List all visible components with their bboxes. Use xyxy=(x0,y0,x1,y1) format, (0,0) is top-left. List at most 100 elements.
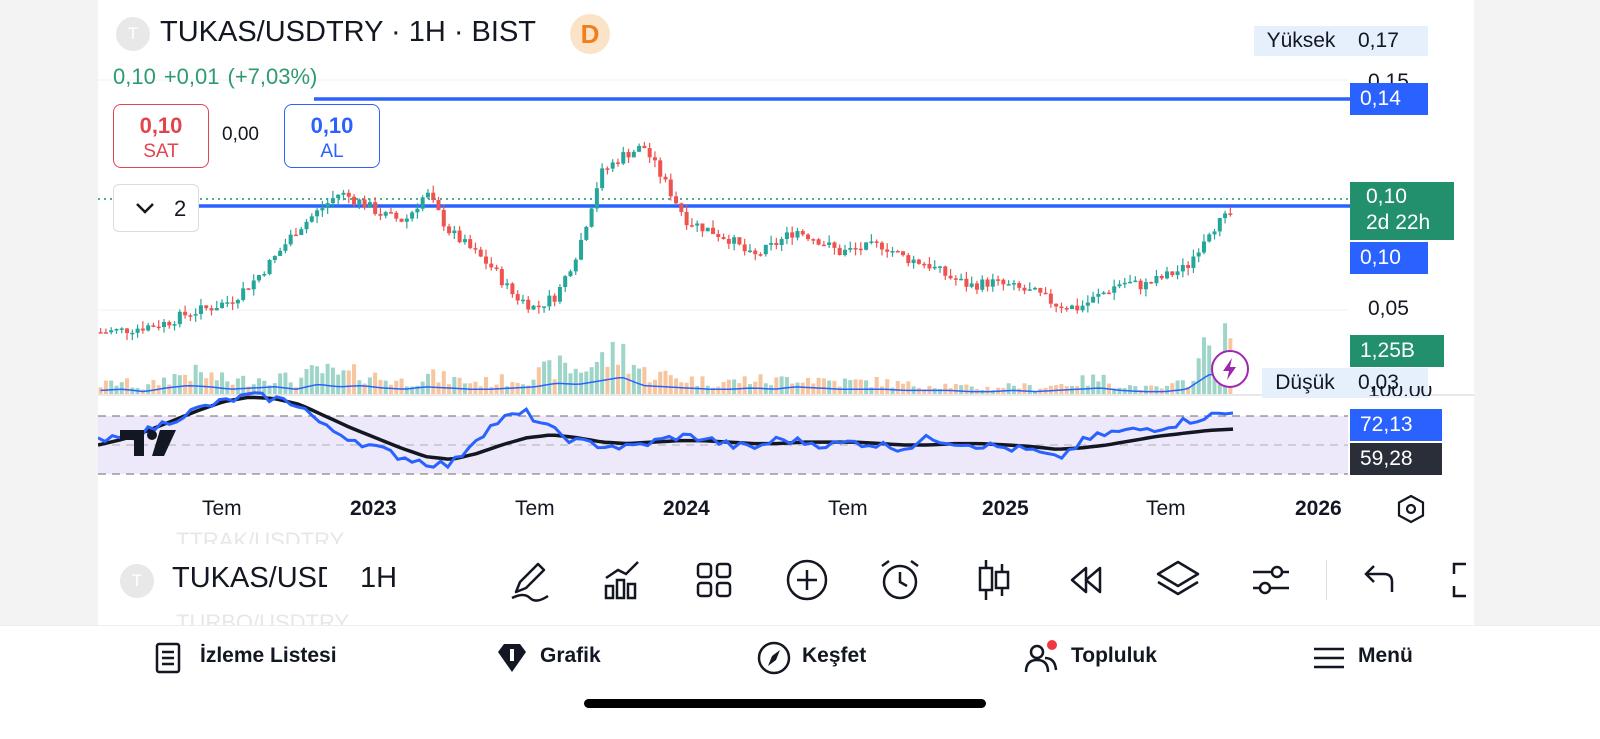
candle-body xyxy=(109,330,114,333)
time-label: 2023 xyxy=(350,497,397,520)
volume-bar xyxy=(336,374,341,394)
chart-settings-hexagon-icon[interactable] xyxy=(1396,494,1426,524)
candle-body xyxy=(552,295,557,302)
volume-bar xyxy=(330,367,335,394)
candle-body xyxy=(536,305,541,308)
buy-label: AL xyxy=(320,141,344,162)
volume-bar xyxy=(362,383,367,394)
volume-bar xyxy=(1091,374,1096,394)
volume-bar xyxy=(816,377,821,394)
candle-body xyxy=(922,263,927,266)
volume-bar xyxy=(552,379,557,394)
volume-bar xyxy=(373,372,378,394)
candle-body xyxy=(895,251,900,253)
candle-body xyxy=(1217,218,1222,232)
candle-body xyxy=(1228,213,1233,215)
volume-bar xyxy=(257,378,262,394)
candle-body xyxy=(1154,276,1159,284)
toolbar-timeframe[interactable]: 1H xyxy=(360,562,398,594)
volume-bar xyxy=(167,384,172,394)
volume-bar xyxy=(885,379,890,394)
volume-bar xyxy=(953,384,958,394)
chart-title[interactable]: TUKAS/USDTRY · 1H · BIST xyxy=(160,16,536,48)
time-label: 2026 xyxy=(1295,497,1342,520)
dividend-badge[interactable]: D xyxy=(570,14,610,54)
volume-bar xyxy=(668,375,673,394)
ghost-symbol-below: TURBO/USDTRY xyxy=(176,610,350,625)
candle-body xyxy=(230,302,235,304)
indicators-toggle-button[interactable]: 2 xyxy=(113,184,199,232)
lightning-button[interactable] xyxy=(1211,350,1249,388)
candlestick-chart-type-icon[interactable] xyxy=(970,556,1018,604)
price-chart[interactable] xyxy=(98,0,1474,540)
candle-body xyxy=(103,332,108,334)
candle-body xyxy=(1138,280,1143,290)
candle-body xyxy=(462,239,467,243)
replay-rewind-icon[interactable] xyxy=(1062,556,1110,604)
settings-sliders-icon[interactable] xyxy=(1247,556,1295,604)
fullscreen-icon[interactable] xyxy=(1446,556,1474,604)
volume-bar xyxy=(299,377,304,394)
candle-body xyxy=(378,213,383,216)
volume-bar xyxy=(879,386,884,394)
candle-body xyxy=(478,249,483,257)
volume-bar xyxy=(1022,383,1027,394)
add-circle-icon[interactable] xyxy=(783,556,831,604)
candle-body xyxy=(621,152,626,164)
volume-bar xyxy=(341,370,346,394)
volume-bar xyxy=(906,381,911,394)
volume-bar xyxy=(874,376,879,394)
nav-label: Keşfet xyxy=(802,644,867,667)
candle-body xyxy=(600,168,605,189)
candle-body xyxy=(790,232,795,238)
candle-body xyxy=(156,326,161,329)
volume-bar xyxy=(346,370,351,394)
candle-body xyxy=(584,226,589,240)
volume-bar xyxy=(1180,380,1185,394)
candle-body xyxy=(742,244,747,252)
buy-button[interactable]: 0,10 AL xyxy=(284,104,380,168)
volume-bar xyxy=(832,380,837,394)
toolbar-symbol-name[interactable]: TUKAS/USDTRY xyxy=(172,562,327,594)
candle-body xyxy=(473,248,478,250)
drawing-pen-icon[interactable] xyxy=(506,556,554,604)
candle-body xyxy=(753,250,758,255)
candle-body xyxy=(695,223,700,226)
volume-bar xyxy=(1128,385,1133,394)
candle-body xyxy=(906,255,911,264)
candle-body xyxy=(146,325,151,331)
volume-bar xyxy=(922,389,927,394)
candle-body xyxy=(1186,264,1191,269)
undo-icon[interactable] xyxy=(1354,556,1402,604)
candle-body xyxy=(927,264,932,269)
indicators-icon[interactable] xyxy=(598,556,646,604)
candle-body xyxy=(394,212,399,219)
alarm-clock-icon[interactable] xyxy=(876,556,924,604)
candle-body xyxy=(283,244,288,251)
bar-countdown: 2d 22h xyxy=(1366,211,1431,234)
sell-button[interactable]: 0,10 SAT xyxy=(113,104,209,168)
volume-bar xyxy=(594,361,599,394)
candle-body xyxy=(700,223,705,232)
volume-bar xyxy=(198,372,203,394)
sell-label: SAT xyxy=(143,141,179,162)
candle-body xyxy=(325,203,330,209)
volume-bar xyxy=(811,383,816,394)
volume-bar xyxy=(103,380,108,394)
volume-bar xyxy=(637,368,642,394)
candle-body xyxy=(388,212,393,214)
layers-icon[interactable] xyxy=(1154,556,1202,604)
candle-body xyxy=(547,295,552,307)
candle-body xyxy=(652,157,657,161)
volume-bar xyxy=(547,360,552,394)
candle-body xyxy=(1112,286,1117,293)
candle-body xyxy=(404,218,409,222)
candle-body xyxy=(663,176,668,180)
volume-bar xyxy=(890,387,895,394)
candle-body xyxy=(758,254,763,256)
volume-bar xyxy=(621,343,626,394)
candle-body xyxy=(151,325,156,327)
candle-body xyxy=(494,267,499,270)
layout-grid-icon[interactable] xyxy=(690,556,738,604)
candle-body xyxy=(531,305,536,310)
